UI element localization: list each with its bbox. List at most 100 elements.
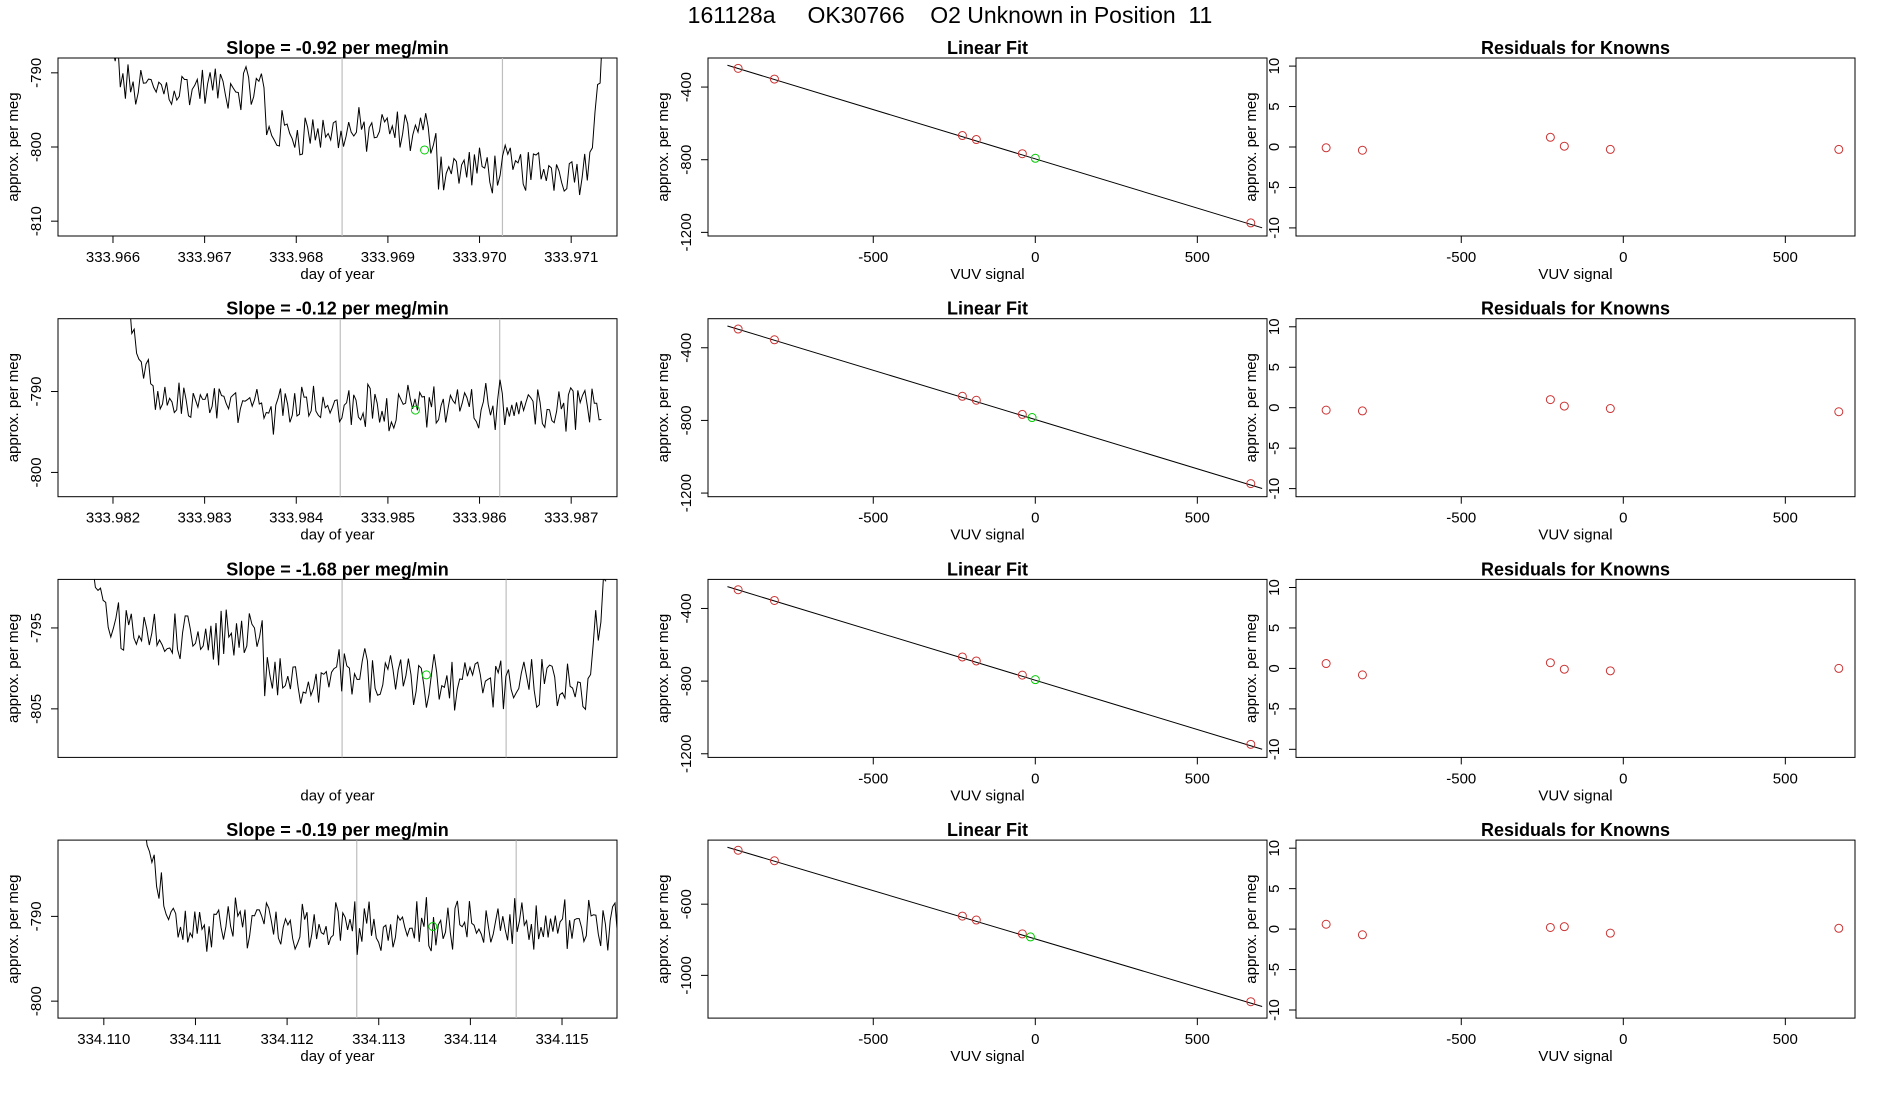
plot-frame bbox=[1295, 578, 1856, 758]
y-tick-label: 0 bbox=[1266, 404, 1283, 412]
panel-title: Slope = -0.92 per meg/min bbox=[226, 38, 449, 58]
time-series-trace bbox=[130, 318, 602, 435]
y-tick-label: -10 bbox=[1266, 738, 1283, 760]
fit-line bbox=[727, 64, 1263, 229]
x-axis-label: day of year bbox=[300, 527, 374, 544]
y-axis-label: approx. per meg bbox=[5, 874, 22, 983]
y-tick-label: -10 bbox=[1266, 217, 1283, 239]
x-tick-label: -500 bbox=[858, 1031, 888, 1048]
y-axis-label: approx. per meg bbox=[5, 92, 22, 201]
known-point bbox=[1321, 659, 1331, 669]
known-point bbox=[1017, 670, 1027, 680]
x-tick-label: -500 bbox=[858, 770, 888, 787]
x-tick-label: -500 bbox=[1446, 510, 1476, 527]
y-tick-label: 10 bbox=[1266, 840, 1283, 857]
plot-area bbox=[113, 58, 602, 236]
y-tick-label: -1200 bbox=[678, 213, 695, 251]
panel-title: Slope = -1.68 per meg/min bbox=[226, 559, 449, 579]
plot-area bbox=[130, 318, 602, 497]
x-axis-label: VUV signal bbox=[950, 266, 1024, 283]
plot-area bbox=[1321, 658, 1844, 680]
known-point bbox=[1559, 401, 1569, 411]
panel-title: Residuals for Knowns bbox=[1481, 299, 1670, 319]
figure-title: 161128a OK30766 O2 Unknown in Position 1… bbox=[687, 2, 1213, 28]
known-point bbox=[733, 585, 743, 595]
plot-frame bbox=[707, 57, 1268, 237]
y-axis-label: approx. per meg bbox=[655, 353, 672, 462]
y-tick-label: -800 bbox=[678, 666, 695, 696]
known-point bbox=[733, 63, 743, 73]
x-tick-label: 0 bbox=[1619, 770, 1627, 787]
resid-panel-row-4: Residuals for Knowns -500 0 500 10 5 0 -5 -10 VUV… bbox=[1243, 820, 1856, 1065]
y-tick-label: 0 bbox=[1266, 143, 1283, 151]
y-axis-label: approx. per meg bbox=[1243, 92, 1260, 201]
known-point bbox=[1605, 928, 1615, 938]
y-axis-label: approx. per meg bbox=[655, 92, 672, 201]
x-axis-label: VUV signal bbox=[1538, 527, 1612, 544]
plot-frame bbox=[1295, 57, 1856, 237]
y-tick-label: -800 bbox=[28, 986, 45, 1016]
known-point bbox=[957, 911, 967, 921]
x-tick-label: 500 bbox=[1185, 510, 1210, 527]
panel-title: Slope = -0.19 per meg/min bbox=[226, 820, 449, 840]
y-tick-label: -400 bbox=[678, 593, 695, 623]
resid-panel-row-2: Residuals for Knowns -500 0 500 10 5 0 -5 -10 VUV… bbox=[1243, 299, 1856, 544]
y-tick-label: -795 bbox=[28, 613, 45, 643]
plot-frame bbox=[707, 839, 1268, 1019]
known-point bbox=[957, 131, 967, 141]
time-panel-row-1: Slope = -0.92 per meg/min 333.966 333.967 3… bbox=[5, 38, 618, 283]
x-tick-label: 334.111 bbox=[169, 1031, 221, 1048]
known-point bbox=[1545, 395, 1555, 405]
x-tick-label: 500 bbox=[1185, 1031, 1210, 1048]
y-tick-label: 0 bbox=[1266, 925, 1283, 933]
x-tick-label: 333.971 bbox=[544, 249, 598, 266]
x-tick-label: 334.110 bbox=[77, 1031, 130, 1048]
x-tick-label: 0 bbox=[1619, 510, 1627, 527]
known-point bbox=[1246, 739, 1256, 749]
panel-title: Linear Fit bbox=[947, 820, 1028, 840]
time-series-trace bbox=[145, 840, 617, 955]
time-panel-row-3: Slope = -1.68 per meg/min334.094334.0953… bbox=[5, 559, 618, 804]
plot-frame bbox=[57, 578, 618, 758]
known-point bbox=[769, 595, 779, 605]
y-tick-label: -800 bbox=[678, 145, 695, 175]
plot-area bbox=[1321, 919, 1844, 940]
x-tick-label: 333.982 bbox=[86, 510, 140, 527]
known-point bbox=[971, 656, 981, 666]
y-tick-label: -1000 bbox=[678, 956, 695, 994]
x-tick-label: -500 bbox=[1446, 1031, 1476, 1048]
y-tick-label: -1200 bbox=[678, 735, 695, 773]
y-tick-label: -10 bbox=[1266, 478, 1283, 500]
y-tick-label: -5 bbox=[1266, 441, 1283, 454]
plot-frame bbox=[57, 839, 618, 1019]
known-point bbox=[769, 74, 779, 84]
known-point bbox=[1246, 479, 1256, 489]
unknown-point bbox=[1030, 675, 1040, 685]
x-tick-label: 333.966 bbox=[86, 249, 140, 266]
known-point bbox=[733, 845, 743, 855]
unknown-mean-point bbox=[421, 670, 431, 680]
known-point bbox=[1834, 407, 1844, 417]
known-point bbox=[971, 395, 981, 405]
x-axis-label: VUV signal bbox=[950, 527, 1024, 544]
y-tick-label: -790 bbox=[28, 901, 45, 931]
y-tick-label: 10 bbox=[1266, 318, 1283, 335]
x-tick-label: 0 bbox=[1031, 510, 1039, 527]
plot-frame bbox=[707, 318, 1268, 498]
plot-frame bbox=[57, 318, 618, 498]
unknown-mean-point bbox=[428, 922, 438, 932]
unknown-mean-point bbox=[420, 145, 430, 155]
known-point bbox=[1017, 929, 1027, 939]
known-point bbox=[1321, 405, 1331, 415]
x-tick-label: 333.969 bbox=[361, 249, 415, 266]
y-tick-label: 5 bbox=[1266, 102, 1283, 110]
plot-area bbox=[727, 585, 1263, 750]
fit-panel-row-4: Linear Fit -500 0 500 -600 -1000 VUV signal app… bbox=[655, 820, 1268, 1065]
plot-frame bbox=[1295, 839, 1856, 1019]
panel-title: Residuals for Knowns bbox=[1481, 38, 1670, 58]
time-series-trace bbox=[93, 579, 607, 711]
y-tick-label: -5 bbox=[1266, 963, 1283, 976]
y-tick-label: -10 bbox=[1266, 999, 1283, 1021]
known-point bbox=[769, 856, 779, 866]
